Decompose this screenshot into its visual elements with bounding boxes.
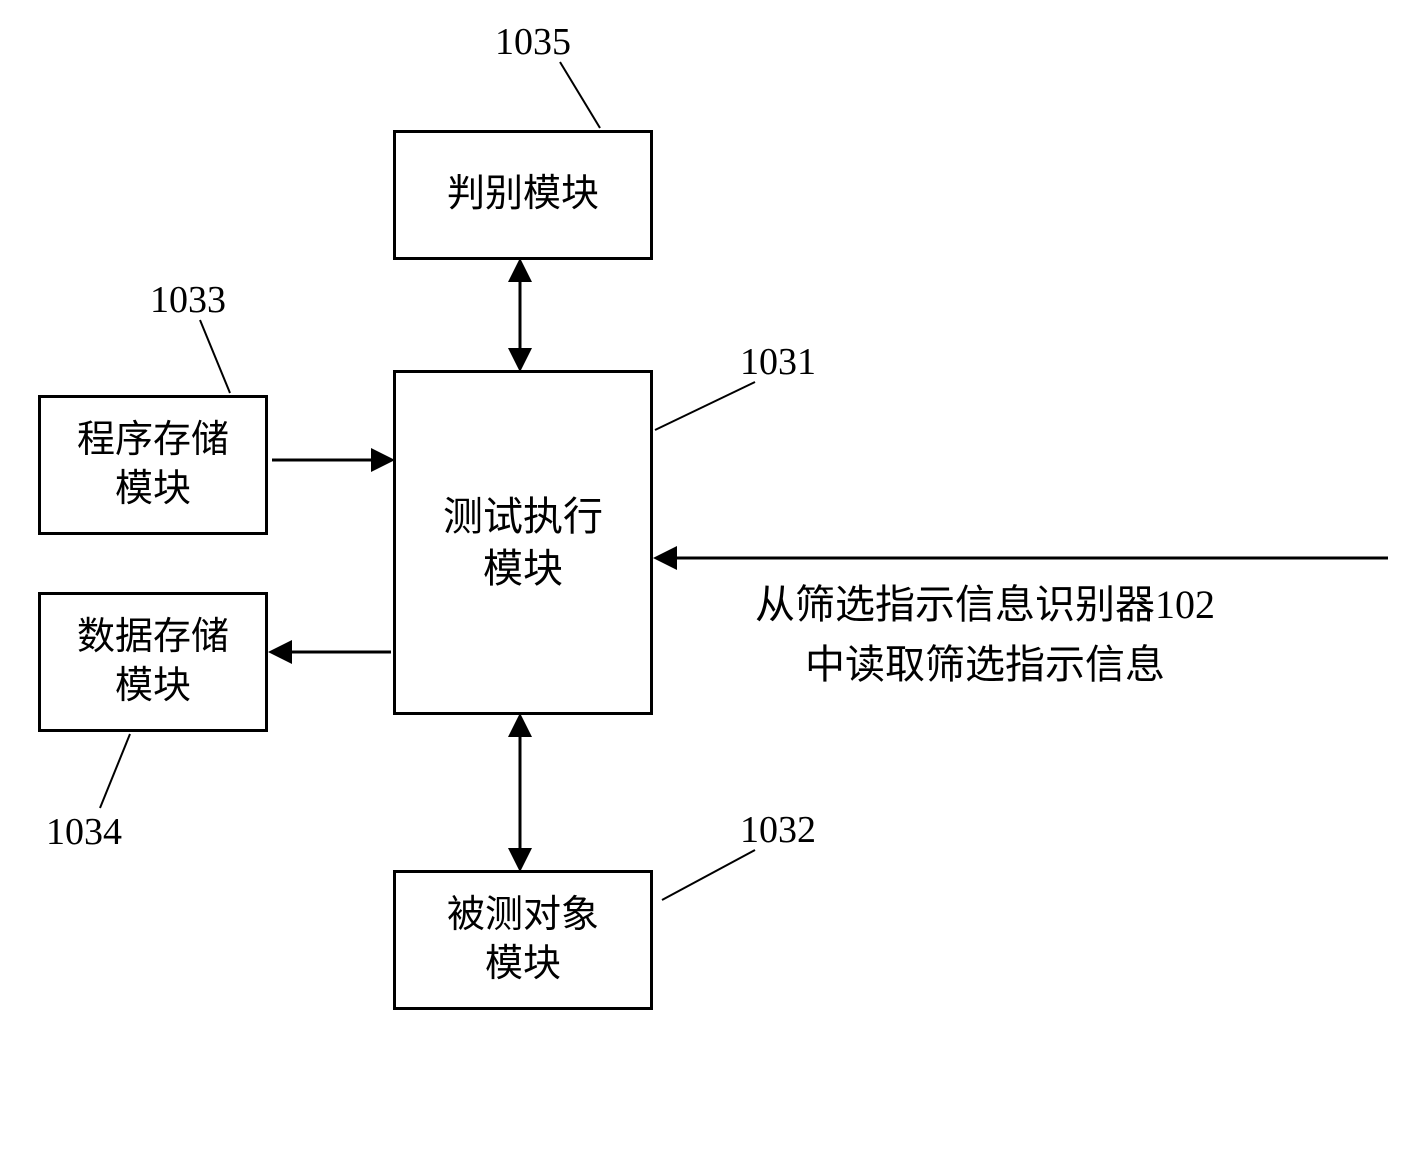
ref-label-1033: 1033 bbox=[150, 278, 226, 322]
leader-1034 bbox=[100, 734, 130, 808]
node-label: 判别模块 bbox=[447, 170, 599, 219]
ref-label-1035: 1035 bbox=[495, 20, 571, 64]
annotation-line1: 从筛选指示信息识别器102 bbox=[755, 575, 1215, 635]
node-test-object-module: 被测对象 模块 bbox=[393, 870, 653, 1010]
leader-1031 bbox=[655, 382, 755, 430]
node-label: 数据存储 模块 bbox=[77, 613, 229, 712]
external-annotation: 从筛选指示信息识别器102 中读取筛选指示信息 bbox=[755, 575, 1215, 695]
ref-label-1034: 1034 bbox=[46, 810, 122, 854]
leader-1033 bbox=[200, 320, 230, 393]
node-data-storage-module: 数据存储 模块 bbox=[38, 592, 268, 732]
node-label: 程序存储 模块 bbox=[77, 416, 229, 515]
ref-label-1032: 1032 bbox=[740, 808, 816, 852]
node-program-storage-module: 程序存储 模块 bbox=[38, 395, 268, 535]
diagram-canvas: 判别模块 程序存储 模块 测试执行 模块 数据存储 模块 被测对象 模块 103… bbox=[0, 0, 1424, 1158]
node-label: 被测对象 模块 bbox=[447, 891, 599, 990]
node-test-execution-module: 测试执行 模块 bbox=[393, 370, 653, 715]
leader-1035 bbox=[560, 62, 600, 128]
annotation-line2: 中读取筛选指示信息 bbox=[755, 635, 1215, 695]
node-label: 测试执行 模块 bbox=[443, 491, 603, 595]
leader-1032 bbox=[662, 850, 755, 900]
node-discriminate-module: 判别模块 bbox=[393, 130, 653, 260]
ref-label-1031: 1031 bbox=[740, 340, 816, 384]
